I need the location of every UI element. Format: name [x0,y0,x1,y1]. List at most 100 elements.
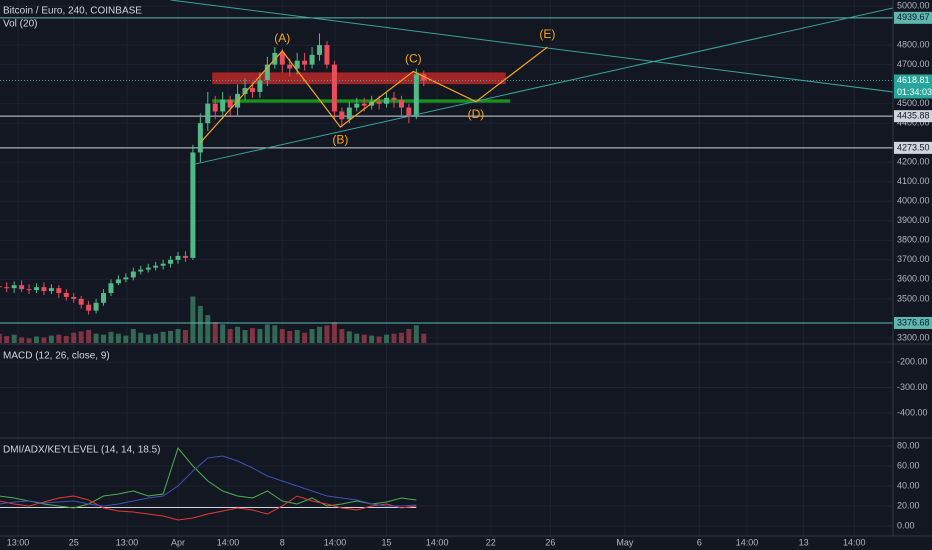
volume-bar [26,338,32,343]
candle-body [153,265,159,268]
pattern-label: (D) [468,107,485,121]
x-tick-label: 26 [545,537,555,547]
volume-bar [175,329,181,343]
candle-body [78,298,84,305]
volume-bar [93,333,99,343]
volume-bar [197,305,203,343]
level-label-box [894,141,932,154]
volume-bar [376,336,382,343]
candle-body [93,302,99,311]
pattern-label: (C) [405,52,422,66]
current-price-box [894,74,932,99]
candle-body [287,64,293,69]
candle-body [249,88,255,92]
level-label-box [894,11,932,24]
indicator-line [0,446,417,509]
y-tick-label: 5000.00 [897,0,930,10]
y-tick-label: 4500.00 [897,98,930,108]
candle-body [71,296,77,299]
y-tick-label: 0.00 [897,520,915,530]
volume-bar [86,329,92,343]
candle-body [175,255,181,260]
volume-bar [145,334,151,343]
volume-bar [384,334,390,343]
volume-bar [56,334,62,343]
candle-body [138,269,144,272]
candle-body [190,152,196,258]
candle-body [398,99,404,108]
volume-bar [115,333,121,343]
volume-bar [153,333,159,343]
candle-body [413,74,419,116]
candle-body [317,45,323,55]
candle-body [227,99,233,108]
volume-bar [257,329,263,343]
x-tick-label: 14:00 [217,537,240,547]
candle-body [302,60,308,65]
candle-body [339,111,345,120]
dmi-title: DMI/ADX/KEYLEVEL (14, 14, 18.5) [3,445,160,456]
volume-bar [346,331,352,343]
volume-bar [130,329,136,343]
volume-bar [406,329,412,343]
level-label: 4939.67 [897,12,930,22]
volume-bar [317,326,323,343]
volume-bar [182,329,188,343]
volume-bar [309,329,315,343]
candle-body [108,283,114,294]
volume-bar [324,325,330,343]
volume-bar [205,315,211,343]
current-price-label: 4618.81 [897,75,930,85]
pattern-label: (B) [332,132,348,146]
volume-bar [369,335,375,343]
candle-body [48,288,54,292]
candle-body [212,103,218,112]
zone [212,72,506,85]
candle-body [361,103,367,106]
x-tick-label: 13:00 [7,537,30,547]
indicator-line [0,455,417,507]
plot-layer: (A) (B) (C) (D) (E) [0,0,894,536]
volume-bar [41,337,47,343]
candle-body [4,287,10,289]
candle-body [406,107,412,116]
volume-bar [48,335,54,343]
candle-body [168,259,174,264]
candle-body [220,99,226,112]
level-label-box [894,316,932,329]
candle-body [63,293,69,297]
volume-bar [354,333,360,343]
volume-bar [19,337,25,343]
trend-line [194,7,894,165]
candle-body [41,287,47,292]
candle-body [279,52,285,65]
candle-body [421,74,427,81]
y-tick-label: 4400.00 [897,118,930,128]
y-tick-label: 4200.00 [897,157,930,167]
candle-body [33,287,39,291]
candle-body [86,304,92,311]
x-tick-label: 14:00 [426,537,449,547]
volume-bar [138,332,144,343]
candle-body [309,54,315,65]
x-tick-label: Apr [171,537,185,547]
candle-body [11,285,17,289]
level-label: 4273.50 [897,142,930,152]
candle-body [324,45,330,65]
volume-bar [0,333,2,343]
candle-body [354,103,360,108]
x-tick-label: 25 [69,537,79,547]
x-tick-label: 14:00 [324,537,347,547]
candle-body [264,64,270,81]
volume-bar [212,322,218,343]
zone [212,99,511,103]
volume-bar [220,324,226,343]
candle-body [19,285,25,290]
volume-bar [272,325,278,343]
volume-bar [279,329,285,343]
volume-bar [413,325,419,343]
volume-bar [398,332,404,343]
y-tick-label: 3300.00 [897,332,930,342]
volume-bar [63,336,69,343]
